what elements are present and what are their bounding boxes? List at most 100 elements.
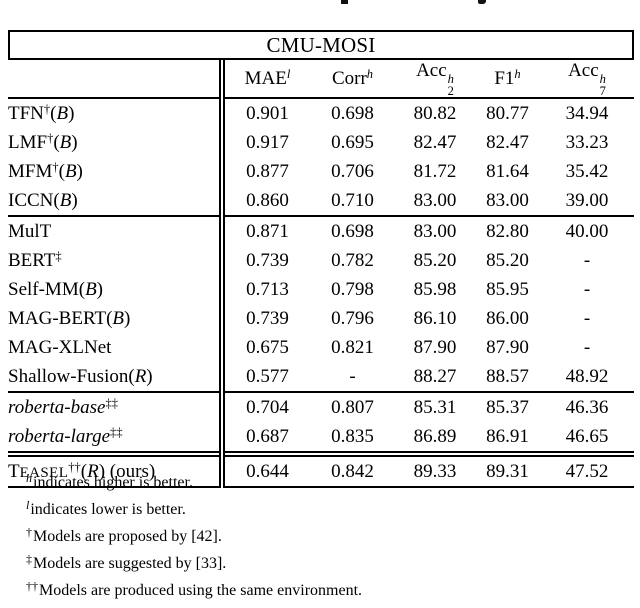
footnote-text: indicates lower is better. bbox=[30, 501, 186, 518]
cell-acc7: 40.00 bbox=[540, 215, 634, 246]
cropped-caption-fragment bbox=[478, 0, 486, 4]
header-row: MAEl Corrh Acc h 2 F1h Acc h 7 bbox=[8, 60, 634, 99]
table-row: MFM†(B) 0.877 0.706 81.72 81.64 35.42 bbox=[8, 157, 634, 186]
col-label: Corr bbox=[331, 67, 367, 89]
col-superscript: l bbox=[286, 66, 291, 81]
cell-acc2: 86.10 bbox=[413, 307, 457, 329]
cell-corr: 0.821 bbox=[331, 336, 374, 358]
footnote-ddagger: ‡Models are suggested by [33]. bbox=[26, 552, 362, 582]
model-name: BERT‡ bbox=[8, 248, 62, 271]
table-row: Shallow-Fusion(R) 0.577 - 88.27 88.57 48… bbox=[8, 362, 634, 392]
cell-acc2: 87.90 bbox=[413, 336, 457, 358]
cell-corr: 0.842 bbox=[310, 451, 395, 488]
cell-acc7: 46.36 bbox=[540, 391, 634, 422]
model-name: LMF†(B) bbox=[8, 130, 78, 153]
table-row: ICCN(B) 0.860 0.710 83.00 83.00 39.00 bbox=[8, 186, 634, 216]
model-name: roberta-base‡‡ bbox=[8, 391, 222, 422]
cell-mae: 0.675 bbox=[219, 333, 310, 362]
table-title-box: CMU-MOSI bbox=[8, 30, 634, 60]
table-row: MulT 0.871 0.698 83.00 82.80 40.00 bbox=[8, 215, 634, 246]
cell-acc2: 80.82 bbox=[413, 102, 457, 124]
cell-acc2: 89.33 bbox=[395, 451, 475, 488]
col-header-corr: Corrh bbox=[310, 60, 395, 99]
cell-mae: 0.901 bbox=[219, 98, 310, 128]
col-label: F1 bbox=[494, 67, 515, 89]
cell-mae: 0.739 bbox=[219, 246, 310, 275]
cell-f1: 89.31 bbox=[475, 451, 540, 488]
cell-acc7: - bbox=[583, 336, 591, 358]
cell-corr: 0.706 bbox=[331, 160, 374, 182]
cell-acc7: 46.65 bbox=[565, 425, 609, 447]
col-header-f1: F1h bbox=[475, 60, 540, 99]
cell-mae: 0.871 bbox=[219, 215, 310, 246]
footnote-lower: lindicates lower is better. bbox=[26, 498, 362, 528]
col-label: Acc bbox=[416, 60, 447, 81]
cell-f1: 88.57 bbox=[486, 365, 529, 387]
cell-acc2: 85.31 bbox=[395, 391, 475, 422]
cell-mae: 0.860 bbox=[219, 186, 310, 216]
cell-mae: 0.739 bbox=[219, 304, 310, 333]
cell-mae: 0.713 bbox=[219, 275, 310, 304]
cell-f1: 86.00 bbox=[486, 307, 529, 329]
cell-mae: 0.704 bbox=[219, 391, 310, 422]
col-label: MAE bbox=[244, 67, 287, 89]
cell-f1: 82.80 bbox=[475, 215, 540, 246]
cell-corr: 0.798 bbox=[331, 278, 374, 300]
cell-corr: 0.807 bbox=[310, 391, 395, 422]
cell-mae: 0.577 bbox=[219, 362, 310, 392]
header-empty-cell bbox=[8, 60, 222, 99]
cell-acc2: 88.27 bbox=[413, 365, 457, 387]
footnote-text: Models are suggested by [33]. bbox=[33, 555, 227, 572]
model-name: MAG-XLNet bbox=[8, 336, 112, 358]
cell-f1: 83.00 bbox=[486, 189, 529, 211]
cell-f1: 85.95 bbox=[486, 278, 529, 300]
table-row: BERT‡ 0.739 0.782 85.20 85.20 - bbox=[8, 246, 634, 275]
col-superscript: h bbox=[599, 72, 606, 86]
cell-acc2: 83.00 bbox=[413, 189, 457, 211]
cell-mae: 0.644 bbox=[219, 451, 310, 488]
cell-acc2: 86.89 bbox=[413, 425, 457, 447]
cell-mae: 0.877 bbox=[219, 157, 310, 186]
cell-mae: 0.917 bbox=[219, 128, 310, 157]
cell-acc2: 85.20 bbox=[413, 249, 457, 271]
model-name: TEASEL††(R) (ours) bbox=[8, 451, 222, 488]
col-header-acc2: Acc h 2 bbox=[395, 60, 475, 99]
cell-f1: 82.47 bbox=[486, 131, 529, 153]
footnote-dagger: †Models are proposed by [42]. bbox=[26, 525, 362, 555]
col-superscript: h bbox=[447, 72, 454, 86]
cell-acc7: - bbox=[583, 278, 591, 300]
model-name: TFN†(B) bbox=[8, 101, 75, 124]
cell-acc7: 35.42 bbox=[565, 160, 609, 182]
footnote-marker: †† bbox=[26, 579, 38, 593]
col-header-acc7: Acc h 7 bbox=[540, 60, 634, 99]
cell-f1: 87.90 bbox=[486, 336, 529, 358]
model-name: MAG-BERT(B) bbox=[8, 307, 131, 329]
footnote-marker: l bbox=[26, 498, 30, 512]
cell-acc7: - bbox=[583, 249, 591, 271]
cell-corr: 0.698 bbox=[310, 215, 395, 246]
model-name: roberta-large‡‡ bbox=[8, 424, 123, 447]
col-superscript: h bbox=[366, 66, 374, 81]
footnote-double-dagger: ††Models are produced using the same env… bbox=[26, 579, 363, 608]
table-row: MAG-XLNet 0.675 0.821 87.90 87.90 - bbox=[8, 333, 634, 362]
cell-mae: 0.687 bbox=[219, 422, 310, 454]
model-name: ICCN(B) bbox=[8, 189, 78, 211]
table-row: roberta-large‡‡ 0.687 0.835 86.89 86.91 … bbox=[8, 422, 634, 454]
cell-corr: 0.695 bbox=[331, 131, 374, 153]
model-name: MFM†(B) bbox=[8, 159, 83, 182]
cell-acc7: 39.00 bbox=[565, 189, 609, 211]
cell-corr: 0.710 bbox=[331, 189, 374, 211]
table-row: LMF†(B) 0.917 0.695 82.47 82.47 33.23 bbox=[8, 128, 634, 157]
cell-corr: 0.782 bbox=[331, 249, 374, 271]
cell-acc7: - bbox=[583, 307, 591, 329]
footnote-text: Models are produced using the same envir… bbox=[39, 582, 363, 599]
cell-acc7: 47.52 bbox=[540, 451, 634, 488]
cell-corr: 0.835 bbox=[331, 425, 374, 447]
table-row: MAG-BERT(B) 0.739 0.796 86.10 86.00 - bbox=[8, 304, 634, 333]
cell-acc2: 83.00 bbox=[395, 215, 475, 246]
cell-f1: 81.64 bbox=[486, 160, 529, 182]
cell-acc7: 48.92 bbox=[565, 365, 609, 387]
